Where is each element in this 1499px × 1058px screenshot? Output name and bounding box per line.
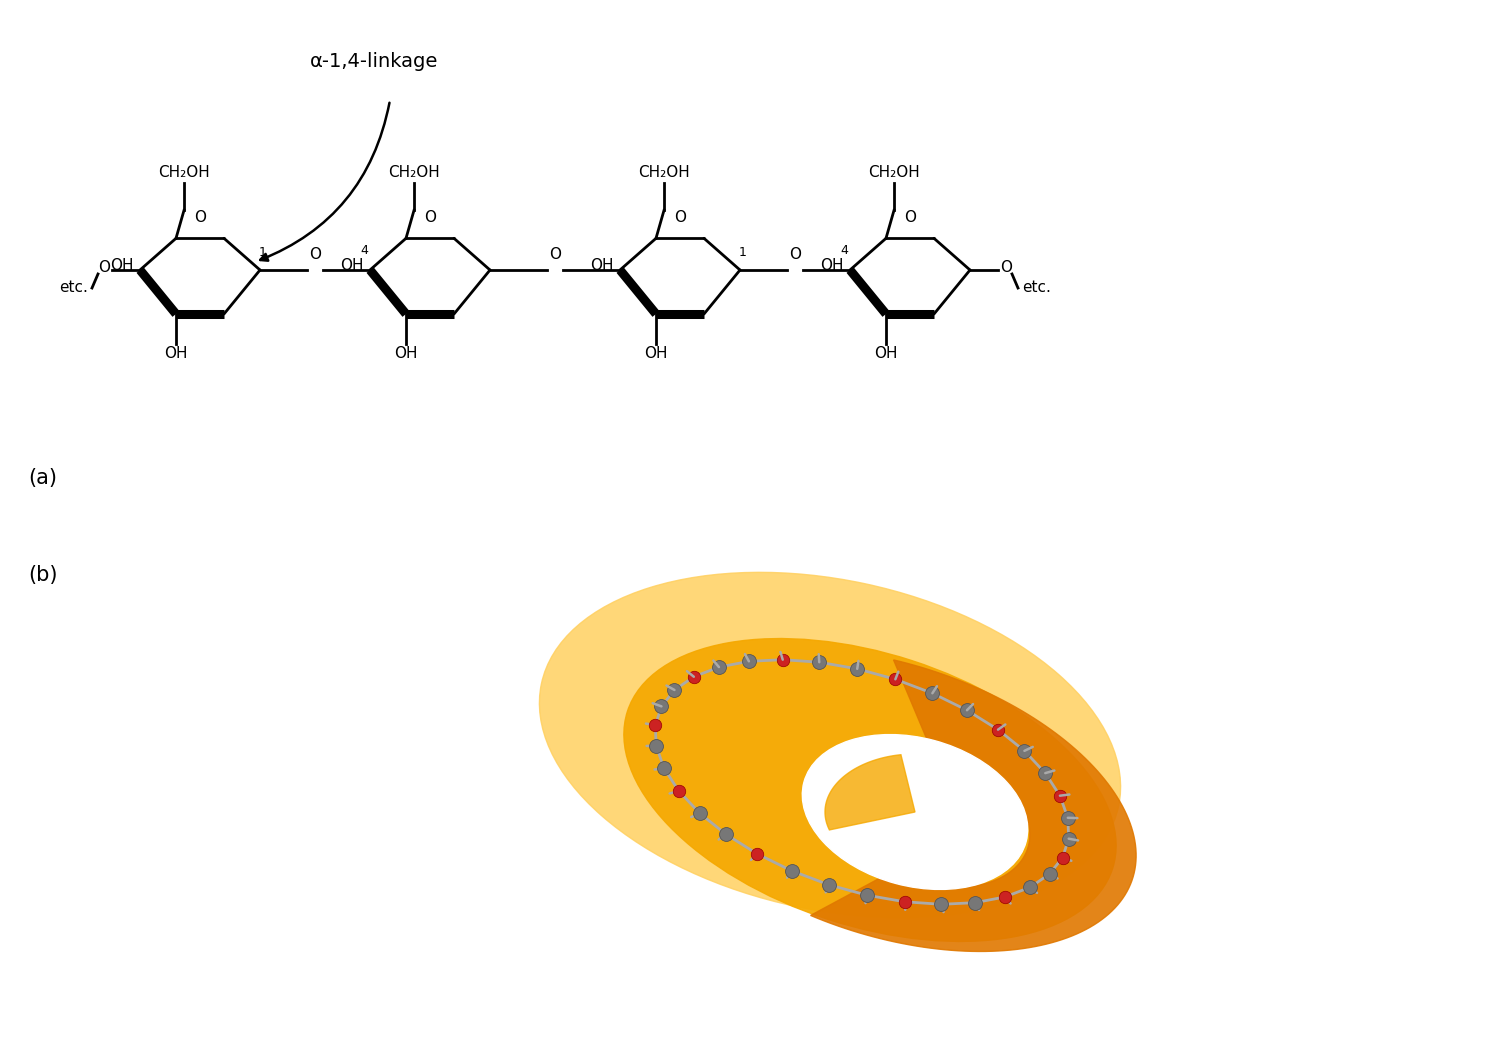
Text: O: O — [788, 247, 800, 262]
Text: O: O — [309, 247, 321, 262]
Text: (a): (a) — [28, 468, 57, 488]
Text: OH: OH — [394, 346, 418, 361]
Text: OH: OH — [645, 346, 667, 361]
Text: 4: 4 — [360, 244, 367, 257]
Text: OH: OH — [111, 258, 133, 274]
Text: CH₂OH: CH₂OH — [868, 165, 920, 180]
Text: etc.: etc. — [58, 280, 88, 295]
Text: O: O — [1000, 260, 1012, 275]
Polygon shape — [811, 660, 1136, 951]
Ellipse shape — [540, 572, 1121, 917]
Ellipse shape — [808, 738, 1022, 886]
Text: OH: OH — [591, 258, 615, 274]
Ellipse shape — [802, 734, 1028, 890]
Text: CH₂OH: CH₂OH — [157, 165, 210, 180]
Text: α-1,4-linkage: α-1,4-linkage — [310, 52, 438, 71]
Text: CH₂OH: CH₂OH — [388, 165, 439, 180]
Text: O: O — [904, 211, 916, 225]
Text: O: O — [193, 211, 205, 225]
Text: O: O — [424, 211, 436, 225]
Ellipse shape — [624, 639, 1117, 942]
Text: CH₂OH: CH₂OH — [639, 165, 690, 180]
Text: OH: OH — [340, 258, 364, 274]
Text: 1: 1 — [259, 247, 267, 259]
FancyArrowPatch shape — [261, 103, 390, 260]
Text: OH: OH — [874, 346, 898, 361]
Polygon shape — [824, 754, 914, 829]
Text: O: O — [549, 247, 561, 262]
Text: 4: 4 — [839, 244, 848, 257]
Text: etc.: etc. — [1022, 280, 1051, 295]
Text: 1: 1 — [739, 247, 747, 259]
Text: O: O — [675, 211, 687, 225]
Text: OH: OH — [165, 346, 187, 361]
Text: O: O — [97, 260, 109, 275]
Text: OH: OH — [820, 258, 844, 274]
Text: (b): (b) — [28, 565, 57, 585]
